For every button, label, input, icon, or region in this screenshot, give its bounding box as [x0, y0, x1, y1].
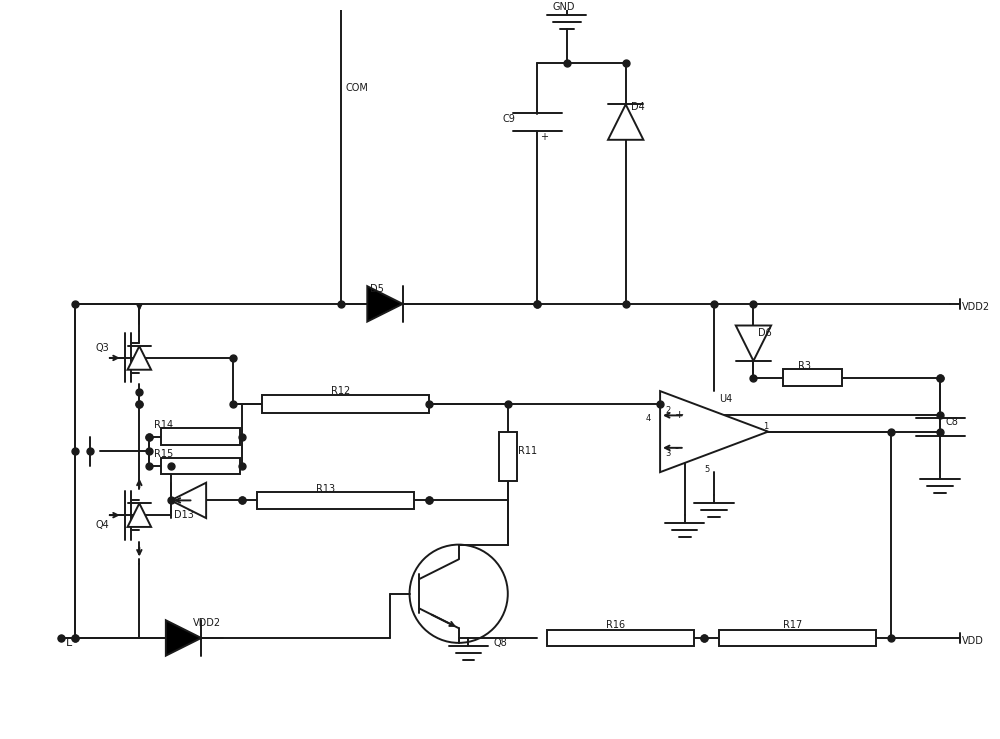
Bar — [719, 630, 876, 647]
Bar — [161, 457, 240, 474]
Text: VDD: VDD — [962, 636, 984, 646]
Polygon shape — [608, 104, 643, 140]
Text: 2: 2 — [665, 406, 670, 415]
Text: R16: R16 — [606, 620, 625, 630]
Text: +: + — [540, 132, 548, 142]
Polygon shape — [367, 286, 403, 321]
Text: +: + — [675, 410, 684, 420]
Text: R13: R13 — [316, 483, 335, 494]
Text: R14: R14 — [154, 420, 173, 430]
Polygon shape — [736, 325, 771, 361]
Text: Q3: Q3 — [95, 343, 109, 353]
Text: 5: 5 — [704, 465, 710, 474]
Text: Q4: Q4 — [95, 520, 109, 530]
Text: C8: C8 — [945, 417, 958, 427]
Text: R15: R15 — [154, 449, 173, 459]
Text: D4: D4 — [631, 103, 644, 112]
Text: 4: 4 — [645, 414, 651, 423]
Text: VDD2: VDD2 — [962, 302, 990, 312]
Polygon shape — [166, 620, 201, 655]
Text: VDD2: VDD2 — [193, 619, 221, 628]
Text: R17: R17 — [783, 620, 802, 630]
Bar — [547, 630, 694, 647]
Text: GND: GND — [552, 2, 575, 12]
Bar — [161, 428, 240, 445]
Bar — [499, 432, 517, 481]
Polygon shape — [128, 346, 151, 370]
Text: 3: 3 — [665, 449, 670, 457]
Text: Q8: Q8 — [493, 638, 507, 648]
Bar — [783, 369, 842, 386]
Text: 1: 1 — [763, 422, 769, 431]
Text: D6: D6 — [758, 328, 772, 338]
Text: R3: R3 — [798, 361, 811, 371]
Polygon shape — [171, 483, 206, 518]
Text: D5: D5 — [370, 284, 384, 294]
Polygon shape — [128, 503, 151, 527]
Text: -: - — [675, 443, 679, 453]
Text: R12: R12 — [331, 386, 350, 396]
Bar — [257, 492, 414, 508]
Bar — [262, 395, 429, 413]
Polygon shape — [660, 391, 768, 472]
Text: R11: R11 — [518, 446, 537, 456]
Text: COM: COM — [346, 83, 369, 92]
Text: D13: D13 — [174, 510, 194, 520]
Text: C9: C9 — [503, 114, 516, 124]
Text: U4: U4 — [719, 394, 732, 404]
Text: L: L — [66, 638, 72, 648]
